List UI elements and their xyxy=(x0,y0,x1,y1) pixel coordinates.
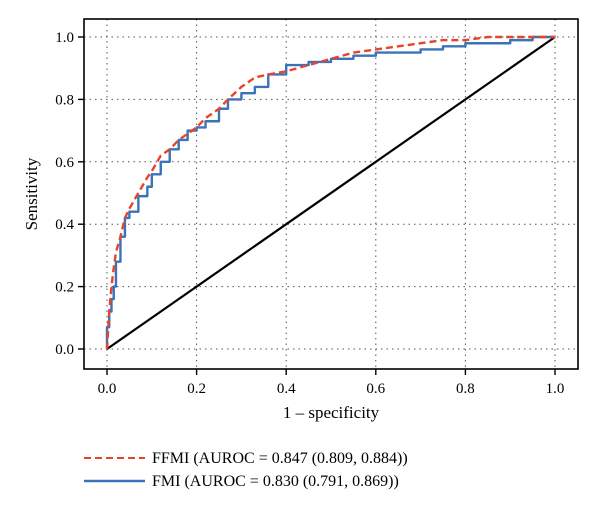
y-tick-label: 1.0 xyxy=(55,30,74,46)
series-layer xyxy=(105,35,556,350)
reference-diagonal-line xyxy=(106,36,556,350)
x-tick-label: 0.2 xyxy=(187,381,206,397)
legend-label-ffmi: FFMI (AUROC = 0.847 (0.809, 0.884)) xyxy=(152,450,408,467)
x-tick-label: 1.0 xyxy=(546,381,565,397)
legend: FFMI (AUROC = 0.847 (0.809, 0.884)) FMI … xyxy=(84,450,408,490)
y-tick-label: 0.0 xyxy=(55,342,74,358)
y-tick-label: 0.2 xyxy=(55,280,74,296)
legend-label-fmi: FMI (AUROC = 0.830 (0.791, 0.869)) xyxy=(152,473,399,490)
plot-frame xyxy=(83,18,579,370)
x-tick-label: 0.0 xyxy=(98,381,117,397)
x-tick-label: 0.8 xyxy=(456,381,475,397)
y-tick-label: 0.4 xyxy=(55,217,74,233)
y-tick-label: 0.8 xyxy=(55,92,74,108)
x-axis-label: 1 – specificity xyxy=(283,403,380,422)
ticks: 0.0 0.2 0.4 0.6 0.8 1.0 0.0 0.2 0.4 0.6 0.8 1.0 xyxy=(55,30,564,397)
y-tick-label: 0.6 xyxy=(55,155,74,171)
x-tick-label: 0.4 xyxy=(277,381,296,397)
series-line-ffmi xyxy=(105,35,555,350)
grid xyxy=(84,19,578,369)
x-tick-label: 0.6 xyxy=(366,381,385,397)
y-axis-label: Sensitivity xyxy=(22,157,41,230)
